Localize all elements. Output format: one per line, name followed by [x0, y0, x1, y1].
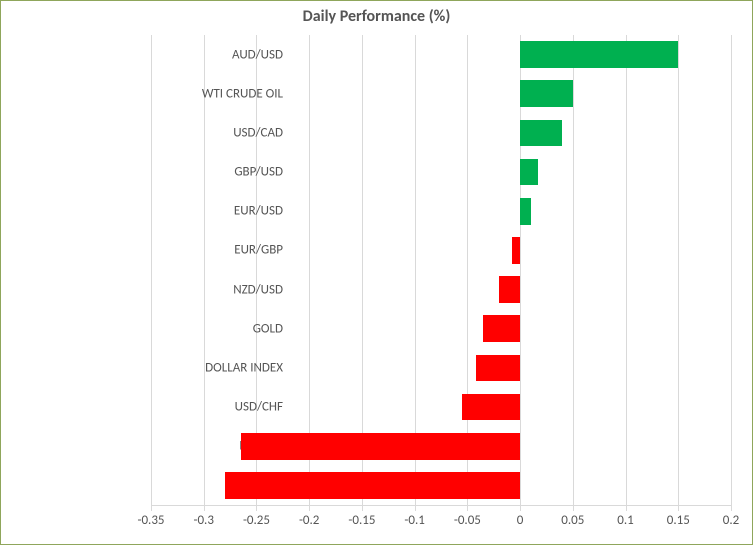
bar — [225, 472, 520, 499]
plot-area: -0.35-0.3-0.25-0.2-0.15-0.1-0.0500.050.1… — [151, 35, 731, 505]
grid-line — [204, 35, 205, 505]
bar — [462, 394, 520, 421]
grid-line — [678, 35, 679, 505]
bar — [241, 433, 520, 460]
grid-line — [731, 35, 732, 505]
x-tick-label: 0.05 — [561, 513, 584, 528]
x-tick-label: 0 — [517, 513, 524, 528]
x-axis-line — [151, 505, 731, 506]
bar — [520, 41, 678, 68]
grid-line — [626, 35, 627, 505]
bar — [476, 355, 520, 382]
category-label: USD/CAD — [151, 125, 283, 140]
x-tick-label: -0.1 — [404, 513, 424, 528]
x-tick-label: 0.2 — [723, 513, 739, 528]
x-tick — [520, 505, 521, 511]
grid-line — [573, 35, 574, 505]
x-tick — [204, 505, 205, 511]
bar — [520, 198, 531, 225]
x-tick — [467, 505, 468, 511]
x-tick — [256, 505, 257, 511]
category-label: EUR/GBP — [151, 243, 283, 258]
chart-title: Daily Performance (%) — [1, 7, 752, 26]
bar — [520, 80, 573, 107]
x-tick — [678, 505, 679, 511]
x-tick — [309, 505, 310, 511]
x-tick — [362, 505, 363, 511]
x-tick-label: -0.05 — [454, 513, 481, 528]
bar — [512, 237, 520, 264]
x-tick — [151, 505, 152, 511]
x-tick-label: -0.2 — [299, 513, 319, 528]
x-tick-label: 0.15 — [667, 513, 690, 528]
category-label: GOLD — [151, 321, 283, 336]
bar — [520, 120, 562, 147]
x-tick-label: -0.25 — [243, 513, 270, 528]
bar — [499, 276, 520, 303]
bar — [483, 315, 520, 342]
category-label: USD/CHF — [151, 400, 283, 415]
x-tick-label: 0.1 — [617, 513, 633, 528]
x-tick-label: -0.35 — [137, 513, 164, 528]
bar — [520, 159, 538, 186]
x-tick-label: -0.15 — [348, 513, 375, 528]
grid-line — [151, 35, 152, 505]
x-tick — [626, 505, 627, 511]
x-tick — [731, 505, 732, 511]
category-label: WTI CRUDE OIL — [151, 86, 283, 101]
category-label: EUR/USD — [151, 204, 283, 219]
chart-container: Daily Performance (%) -0.35-0.3-0.25-0.2… — [0, 0, 753, 545]
category-label: NZD/USD — [151, 282, 283, 297]
x-tick — [415, 505, 416, 511]
x-tick — [573, 505, 574, 511]
category-label: DOLLAR INDEX — [151, 360, 283, 375]
category-label: AUD/USD — [151, 47, 283, 62]
category-label: GBP/USD — [151, 165, 283, 180]
x-tick-label: -0.3 — [193, 513, 213, 528]
